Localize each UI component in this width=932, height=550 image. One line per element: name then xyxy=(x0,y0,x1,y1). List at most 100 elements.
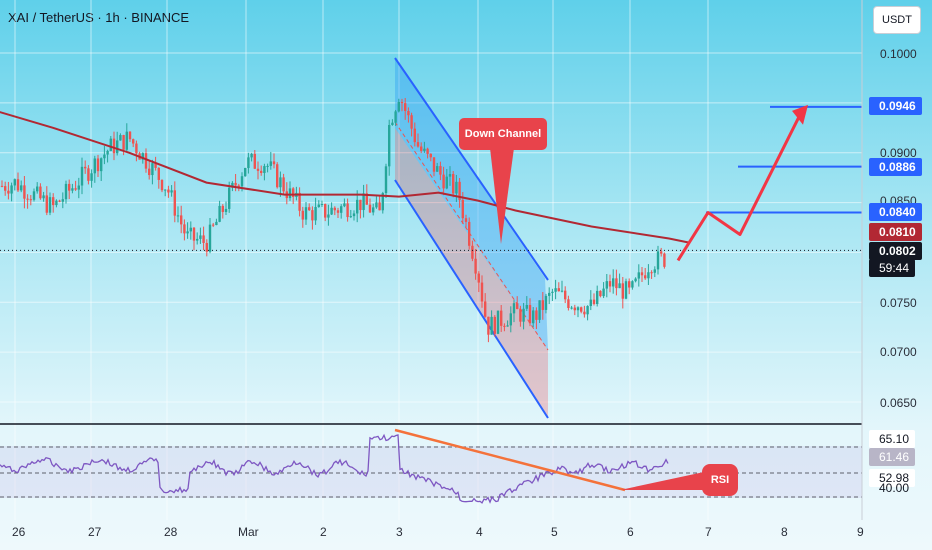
candle-body xyxy=(586,306,589,315)
candle-body xyxy=(228,187,231,209)
candle-body xyxy=(10,185,13,194)
candle-body xyxy=(42,195,45,199)
down-channel-callout: Down Channel xyxy=(459,118,547,150)
candle-body xyxy=(333,207,336,211)
candle-body xyxy=(471,245,474,259)
channel-upper-fill xyxy=(395,58,548,350)
rsi-callout: RSI xyxy=(702,464,738,496)
candle-body xyxy=(548,292,551,296)
candle-body xyxy=(628,281,631,288)
candle-body xyxy=(436,166,439,172)
rsi-callout-pointer xyxy=(620,472,704,490)
candle-body xyxy=(112,138,116,154)
candle-body xyxy=(660,251,663,254)
candle-body xyxy=(13,179,16,186)
candle-body xyxy=(551,291,554,293)
symbol-title: XAI / TetherUS · 1h · BINANCE xyxy=(8,10,190,25)
candle-body xyxy=(599,290,602,297)
price-label-0.0700: 0.0700 xyxy=(880,345,917,359)
price-label-0.1000: 0.1000 xyxy=(880,47,917,61)
candle-body xyxy=(474,258,477,274)
candle-body xyxy=(631,281,634,288)
candle-body xyxy=(560,290,564,292)
candle-body xyxy=(388,124,391,167)
candle-body xyxy=(260,170,263,174)
candle-body xyxy=(493,316,496,334)
grid-lines xyxy=(0,0,862,520)
candle-body xyxy=(512,303,516,314)
time-label-7: 7 xyxy=(705,525,712,539)
candle-body xyxy=(288,188,292,199)
candle-body xyxy=(279,177,282,188)
candle-body xyxy=(64,183,68,200)
target-tag-0.0946: 0.0946 xyxy=(869,97,922,115)
candle-body xyxy=(199,235,202,239)
candle-body xyxy=(189,227,192,232)
candle-body xyxy=(119,135,122,141)
candle-body xyxy=(589,299,592,307)
candle-body xyxy=(461,199,464,219)
candle-body xyxy=(269,161,272,166)
candle-body xyxy=(464,218,468,222)
candle-body xyxy=(647,272,650,279)
candle-body xyxy=(522,308,525,322)
candle-body xyxy=(384,166,388,194)
candle-body xyxy=(477,273,480,283)
candle-body xyxy=(308,207,311,211)
candle-body xyxy=(400,102,404,104)
candle-body xyxy=(340,206,343,213)
candle-body xyxy=(637,272,640,279)
candle-body xyxy=(272,161,276,165)
candle-body xyxy=(407,110,410,116)
time-label-4: 4 xyxy=(476,525,483,539)
candle-body xyxy=(106,150,109,155)
channel-lower-line xyxy=(394,179,549,419)
candle-body xyxy=(173,190,176,216)
candle-body xyxy=(263,166,266,174)
candle-body xyxy=(320,204,324,206)
candle-body xyxy=(240,176,244,187)
candle-body xyxy=(71,188,74,191)
candle-body xyxy=(356,199,359,214)
candle-body xyxy=(468,221,471,246)
candle-body xyxy=(404,103,407,111)
price-projection-arrow xyxy=(676,114,802,262)
candle-body xyxy=(580,307,583,312)
candle-body xyxy=(663,253,666,267)
candle-body xyxy=(375,202,378,208)
currency-button[interactable]: USDT xyxy=(873,6,921,34)
candle-body xyxy=(196,238,199,241)
candle-body xyxy=(100,158,103,172)
time-label-mar: Mar xyxy=(238,525,259,539)
candle-body xyxy=(532,310,535,324)
target-tag-0.0840: 0.0840 xyxy=(869,203,922,221)
candle-body xyxy=(234,182,237,186)
moving-average-line xyxy=(0,103,689,244)
candle-body xyxy=(583,311,586,315)
candle-body xyxy=(7,190,10,194)
candle-body xyxy=(247,157,250,169)
candle-body xyxy=(644,275,647,279)
down-channel-drawing xyxy=(394,57,549,419)
candle-body xyxy=(192,227,196,241)
candle-body xyxy=(576,307,580,311)
projection-arrow-head xyxy=(792,104,808,125)
candle-body xyxy=(352,213,356,217)
candle-body xyxy=(503,325,506,327)
candle-body xyxy=(32,191,36,200)
candle-body xyxy=(487,316,490,335)
candle-body xyxy=(164,189,167,191)
candle-body xyxy=(151,163,154,176)
time-label-9: 9 xyxy=(857,525,864,539)
candle-body xyxy=(48,197,52,213)
candle-body xyxy=(16,179,20,191)
time-label-5: 5 xyxy=(551,525,558,539)
candle-body xyxy=(96,158,100,172)
candle-body xyxy=(458,181,461,200)
candle-body xyxy=(519,309,522,322)
candle-body xyxy=(378,202,381,211)
candle-body xyxy=(650,272,653,274)
candle-body xyxy=(266,165,269,167)
